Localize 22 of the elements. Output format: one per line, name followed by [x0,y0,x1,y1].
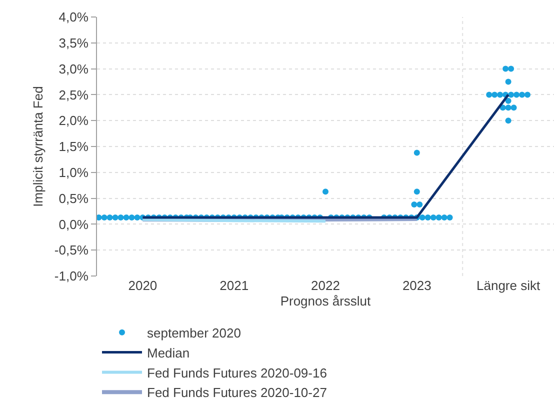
legend-label: september 2020 [147,325,241,340]
y-tick-label: 0,0% [58,216,89,232]
y-tick-label: 1,5% [58,139,89,154]
y-tick-label: 3,5% [58,35,89,50]
y-tick-label: -1,0% [54,268,89,284]
y-tick-label: 1,0% [58,164,89,180]
y-tick-label: 2,0% [58,113,89,128]
legend-label: Fed Funds Futures 2020-10-27 [147,385,327,400]
legend-label: Fed Funds Futures 2020-09-16 [147,365,327,380]
x-tick-label: 2023 [402,278,432,293]
y-tick-label: 3,0% [58,61,89,76]
y-tick-label: 4,0% [58,10,89,25]
y-tick-label: 2,5% [58,87,89,102]
x-tick-label: 2022 [311,278,340,293]
x-tick-label: 2021 [220,278,249,293]
x-tick-label: Längre sikt [476,278,540,293]
y-tick-label: -0,5% [54,242,89,258]
y-axis-title: Implicit styrränta Fed [30,86,46,207]
y-tick-label: 0,5% [58,190,89,206]
x-tick-label: 2020 [128,278,158,293]
legend-label: Median [147,345,190,360]
x-axis-title: Prognos årsslut [280,294,372,309]
